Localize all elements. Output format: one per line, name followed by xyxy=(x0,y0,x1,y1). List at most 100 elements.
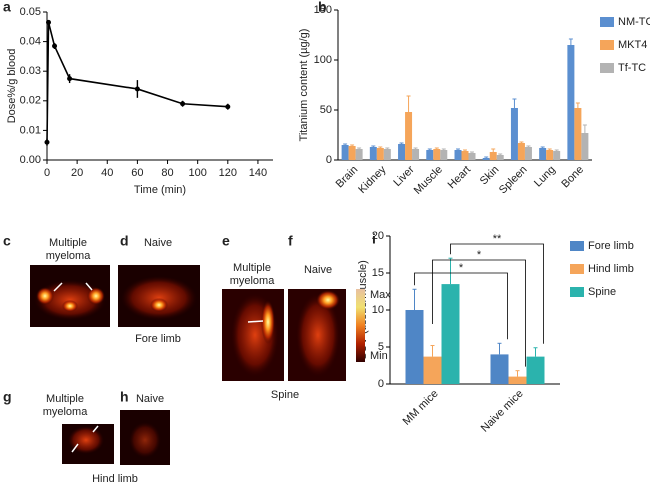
image-title: Naive xyxy=(304,264,332,276)
hotspot xyxy=(261,300,275,344)
legend-label: MKT4 xyxy=(618,39,647,51)
legend-label: Hind limb xyxy=(588,263,634,275)
image-title: Multiple xyxy=(233,262,271,274)
significance-bracket xyxy=(450,243,544,344)
x-tick-label: 40 xyxy=(101,167,113,179)
y-tick-label: 150 xyxy=(314,4,332,16)
colorbar-min: Min xyxy=(370,350,388,362)
image-title: Multiple xyxy=(49,237,87,249)
x-tick-label: Skin xyxy=(478,164,502,188)
legend-swatch xyxy=(570,264,584,274)
x-tick-label: Bone xyxy=(559,164,586,191)
image-title: Naive xyxy=(144,237,172,249)
x-axis-label: Time (min) xyxy=(134,184,186,196)
image-title: Naive xyxy=(136,393,164,405)
x-tick-label: Kidney xyxy=(356,163,389,196)
bar xyxy=(496,155,504,160)
bar xyxy=(376,148,384,160)
bar xyxy=(341,145,349,160)
bar xyxy=(524,147,532,160)
hotspot xyxy=(36,287,54,305)
panel-letter: h xyxy=(120,389,129,405)
bar xyxy=(440,150,448,160)
image-title: myeloma xyxy=(43,406,89,418)
x-tick-label: Naive mice xyxy=(479,388,526,435)
bar xyxy=(398,144,406,160)
arrow xyxy=(53,282,63,292)
hotspot xyxy=(316,290,340,310)
caption: Fore limb xyxy=(135,333,181,345)
significance-mark: * xyxy=(477,249,482,261)
legend-swatch xyxy=(600,63,614,73)
bar xyxy=(433,149,441,160)
bar xyxy=(539,148,547,160)
bar xyxy=(526,356,545,384)
panel-letter: g xyxy=(3,389,12,405)
bar xyxy=(426,150,434,160)
hotspot xyxy=(68,426,104,454)
hotspot xyxy=(87,287,105,305)
legend-label: Spine xyxy=(588,286,616,298)
significance-bracket xyxy=(432,259,526,367)
hotspot xyxy=(62,300,78,312)
panel-letter: b xyxy=(318,0,327,15)
y-tick-label: 20 xyxy=(372,230,384,242)
arrow xyxy=(92,425,99,433)
caption: Hind limb xyxy=(92,473,138,485)
bar xyxy=(423,356,442,384)
bar xyxy=(355,149,363,160)
significance-mark: * xyxy=(459,262,464,274)
x-tick-label: Heart xyxy=(446,164,474,192)
significance-bracket xyxy=(414,272,508,340)
point xyxy=(52,43,58,49)
bar xyxy=(489,152,497,160)
y-axis-label: Dose%/g blood xyxy=(6,49,18,124)
point xyxy=(46,19,52,25)
y-tick-label: 5 xyxy=(378,341,384,353)
y-tick-label: 0.04 xyxy=(20,36,41,48)
significance-mark: ** xyxy=(493,233,502,245)
bar xyxy=(546,150,554,160)
point xyxy=(225,104,231,110)
point xyxy=(134,86,140,92)
x-tick-label: 20 xyxy=(71,167,83,179)
y-tick-label: 15 xyxy=(372,267,384,279)
panel-letter: i xyxy=(372,231,376,247)
bar xyxy=(482,158,490,160)
bar xyxy=(405,310,424,384)
x-tick-label: 100 xyxy=(188,167,206,179)
bar xyxy=(581,133,589,160)
y-tick-label: 0 xyxy=(326,154,332,166)
panel-letter: a xyxy=(3,0,11,15)
arrow xyxy=(85,282,93,291)
x-tick-label: 140 xyxy=(249,167,267,179)
bar xyxy=(468,153,476,160)
x-tick-label: 80 xyxy=(161,167,173,179)
bar xyxy=(510,108,518,160)
bar xyxy=(348,146,356,160)
bar xyxy=(574,108,582,160)
x-tick-label: Lung xyxy=(532,164,558,190)
legend-swatch xyxy=(600,17,614,27)
legend-swatch xyxy=(570,287,584,297)
image-panels: c Multiple myeloma d Naive Fore limb e M… xyxy=(3,233,391,485)
point xyxy=(67,76,73,82)
panel-letter: c xyxy=(3,233,11,249)
bar xyxy=(517,143,525,160)
image-title: Multiple xyxy=(46,393,84,405)
bar xyxy=(441,284,460,384)
panel-letter: e xyxy=(222,233,230,249)
bar xyxy=(369,147,377,160)
hotspot xyxy=(296,293,340,377)
bar xyxy=(461,151,469,160)
legend-label: Fore limb xyxy=(588,240,634,252)
bar xyxy=(412,149,420,160)
y-tick-label: 0.02 xyxy=(20,95,41,107)
legend-swatch xyxy=(570,241,584,251)
point xyxy=(180,101,186,107)
image-title: myeloma xyxy=(230,275,276,287)
x-tick-label: 120 xyxy=(219,167,237,179)
bar xyxy=(383,149,391,160)
legend-swatch xyxy=(600,40,614,50)
caption: Spine xyxy=(271,389,299,401)
